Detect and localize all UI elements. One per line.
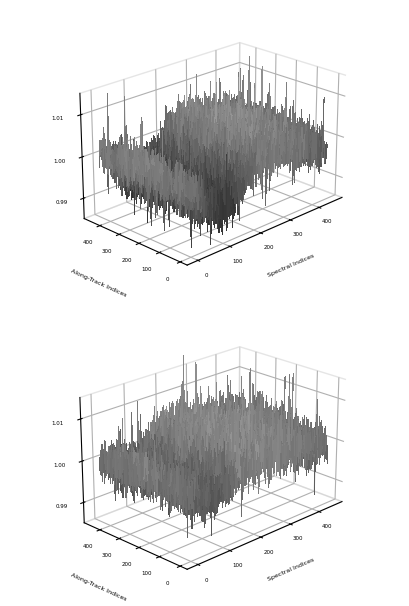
X-axis label: Spectral Indices: Spectral Indices <box>267 558 315 582</box>
X-axis label: Spectral Indices: Spectral Indices <box>267 253 315 278</box>
Y-axis label: Along-Track Indices: Along-Track Indices <box>70 572 126 602</box>
Y-axis label: Along-Track Indices: Along-Track Indices <box>70 268 126 298</box>
